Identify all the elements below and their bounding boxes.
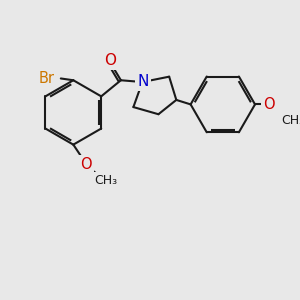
Text: CH₃: CH₃ [281, 114, 300, 127]
Text: O: O [80, 157, 92, 172]
Text: O: O [263, 97, 275, 112]
Text: N: N [137, 74, 149, 88]
Text: Br: Br [38, 71, 55, 86]
Text: O: O [104, 53, 116, 68]
Text: CH₃: CH₃ [94, 174, 117, 187]
